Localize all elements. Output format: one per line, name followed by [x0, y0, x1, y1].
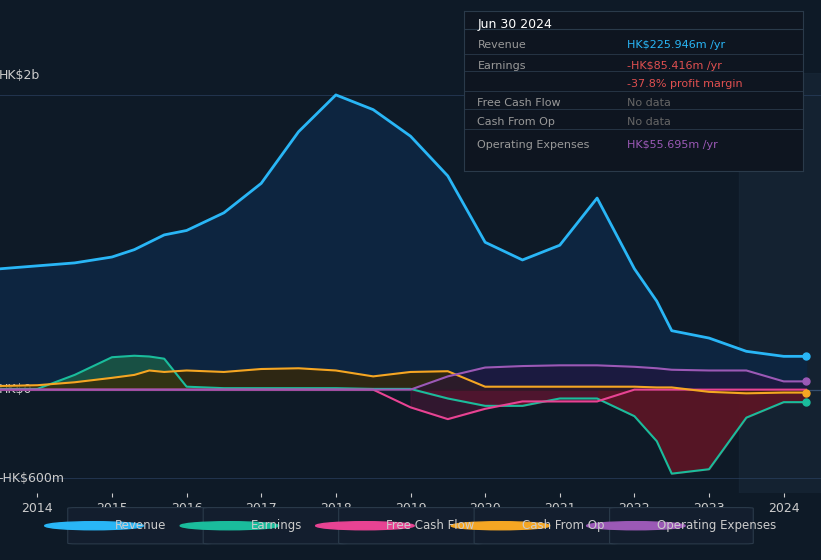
FancyBboxPatch shape	[203, 507, 346, 544]
Text: Cash From Op: Cash From Op	[522, 519, 604, 532]
FancyBboxPatch shape	[475, 507, 617, 544]
Text: Operating Expenses: Operating Expenses	[658, 519, 777, 532]
Text: Jun 30 2024: Jun 30 2024	[478, 18, 553, 31]
Text: HK$225.946m /yr: HK$225.946m /yr	[626, 40, 725, 50]
Text: Revenue: Revenue	[115, 519, 167, 532]
Text: Earnings: Earnings	[478, 62, 526, 72]
FancyBboxPatch shape	[338, 507, 482, 544]
Text: Revenue: Revenue	[478, 40, 526, 50]
FancyBboxPatch shape	[67, 507, 212, 544]
Circle shape	[316, 522, 415, 530]
Text: -HK$600m: -HK$600m	[0, 472, 64, 484]
Text: No data: No data	[626, 98, 671, 108]
Circle shape	[44, 522, 143, 530]
Text: Cash From Op: Cash From Op	[478, 118, 555, 127]
Circle shape	[586, 522, 685, 530]
Text: Earnings: Earnings	[251, 519, 302, 532]
Text: HK$0: HK$0	[0, 383, 32, 396]
Text: HK$2b: HK$2b	[0, 69, 39, 82]
Text: -37.8% profit margin: -37.8% profit margin	[626, 79, 742, 89]
FancyBboxPatch shape	[609, 507, 754, 544]
Text: Free Cash Flow: Free Cash Flow	[478, 98, 561, 108]
Text: -HK$85.416m /yr: -HK$85.416m /yr	[626, 62, 722, 72]
Circle shape	[180, 522, 279, 530]
Bar	[739, 73, 821, 493]
Text: No data: No data	[626, 118, 671, 127]
Text: HK$55.695m /yr: HK$55.695m /yr	[626, 139, 718, 150]
Text: Operating Expenses: Operating Expenses	[478, 139, 589, 150]
Circle shape	[452, 522, 550, 530]
Text: Free Cash Flow: Free Cash Flow	[386, 519, 475, 532]
